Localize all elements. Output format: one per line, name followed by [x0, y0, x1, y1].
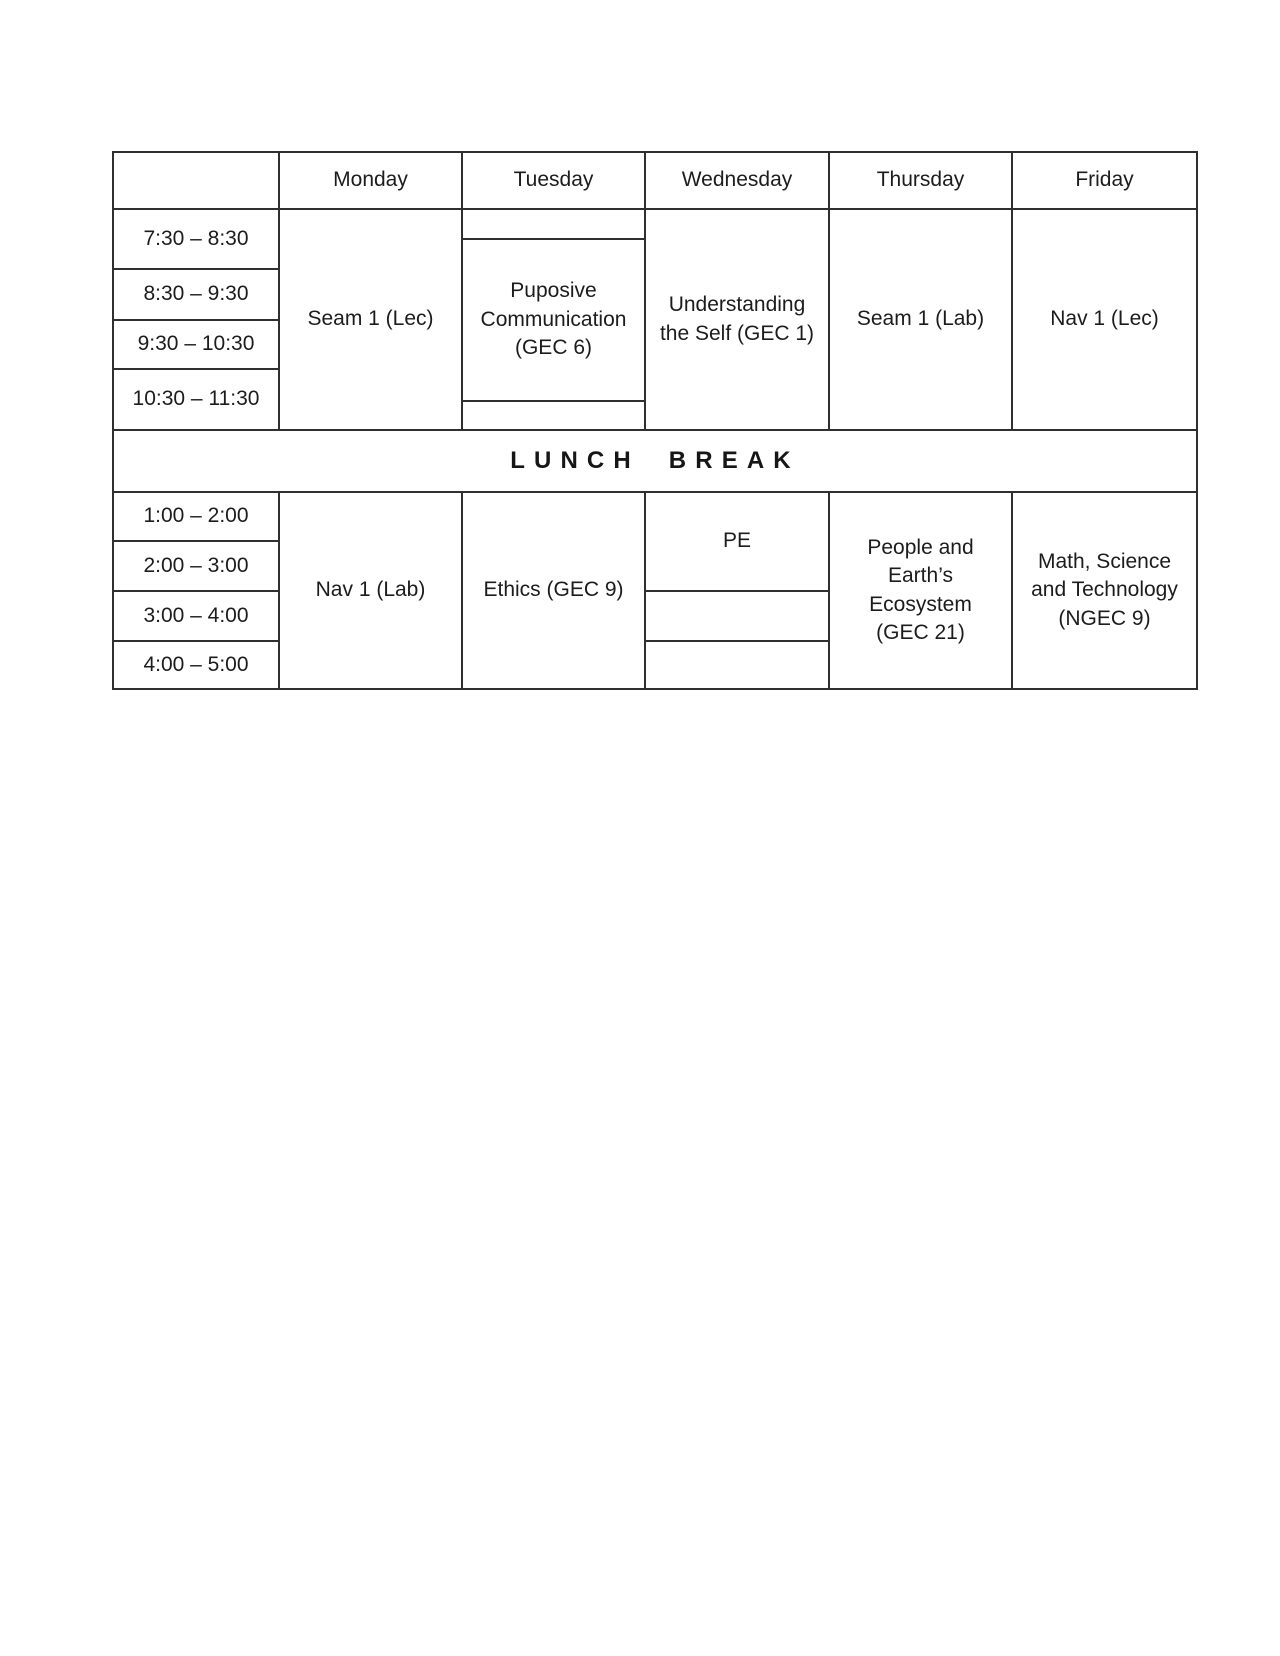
time-slot-200-300: 2:00 – 3:00 — [114, 542, 280, 592]
class-cell-friday-math-science-technology: Math, Science and Technology (NGEC 9) — [1031, 549, 1178, 630]
empty-cell-wednesday-300-400 — [646, 592, 830, 642]
class-cell-friday-nav1-lec: Nav 1 (Lec) — [1013, 210, 1196, 431]
day-header-tuesday: Tuesday — [463, 153, 646, 210]
class-cell-tuesday-block: Puposive Communication (GEC 6) — [463, 210, 646, 431]
corner-cell — [114, 153, 280, 210]
class-cell-thursday-people-earths-ecosystem: People and Earth’s Ecosystem (GEC 21) — [830, 493, 1013, 688]
day-header-monday: Monday — [280, 153, 463, 210]
lunch-break-banner: LUNCH BREAK — [114, 431, 1196, 493]
class-cell-wednesday-pe: PE — [646, 493, 830, 592]
class-cell-thursday-seam1-lab: Seam 1 (Lab) — [830, 210, 1013, 431]
class-schedule-table: Monday Tuesday Wednesday Thursday Friday… — [112, 151, 1198, 690]
class-cell-monday-nav1-lab: Nav 1 (Lab) — [280, 493, 463, 688]
empty-cell-wednesday-400-500 — [646, 642, 830, 688]
time-slot-100-200: 1:00 – 2:00 — [114, 493, 280, 542]
class-cell-wednesday-understanding-the-self: Understanding the Self (GEC 1) — [646, 210, 830, 431]
class-cell-monday-seam1-lec: Seam 1 (Lec) — [280, 210, 463, 431]
time-slot-300-400: 3:00 – 4:00 — [114, 592, 280, 642]
day-header-friday: Friday — [1013, 153, 1196, 210]
class-cell-tuesday-purposive-communication: Puposive Communication (GEC 6) — [463, 240, 644, 402]
day-header-wednesday: Wednesday — [646, 153, 830, 210]
time-slot-400-500: 4:00 – 5:00 — [114, 642, 280, 688]
tuesday-empty-strip-bottom — [463, 402, 644, 429]
time-slot-830-930: 8:30 – 9:30 — [114, 270, 280, 321]
time-slot-930-1030: 9:30 – 10:30 — [114, 321, 280, 370]
time-slot-730-830: 7:30 – 8:30 — [114, 210, 280, 270]
time-slot-1030-1130: 10:30 – 11:30 — [114, 370, 280, 431]
day-header-thursday: Thursday — [830, 153, 1013, 210]
tuesday-empty-strip-top — [463, 210, 644, 240]
class-cell-tuesday-ethics: Ethics (GEC 9) — [463, 493, 646, 688]
